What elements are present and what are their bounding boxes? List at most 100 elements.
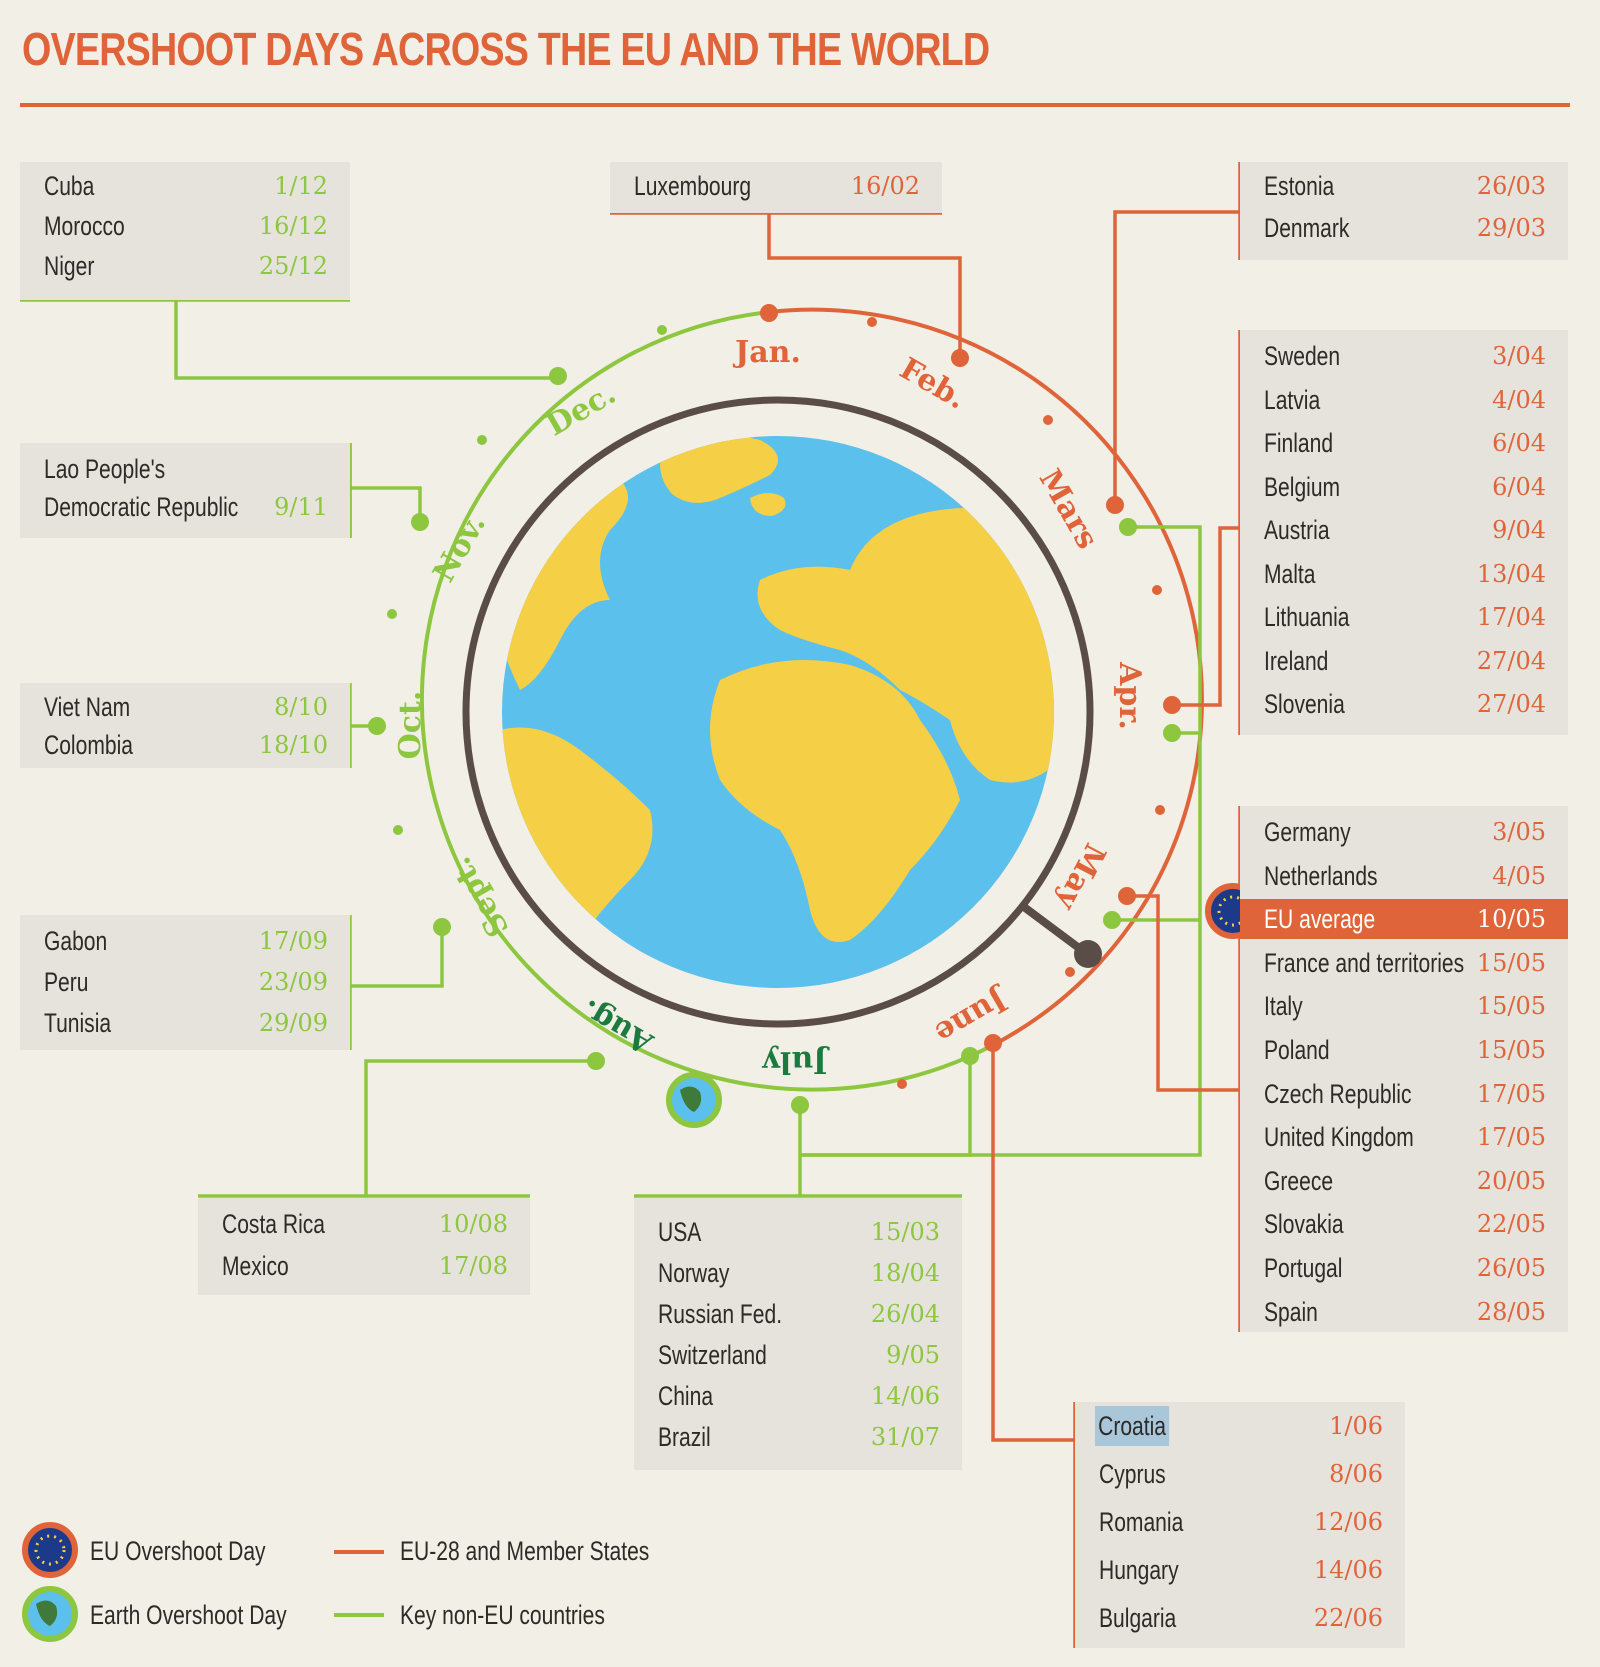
country-name: Greece xyxy=(1264,1165,1334,1196)
overshoot-date: 16/12 xyxy=(258,212,328,240)
ring-tick xyxy=(1155,805,1165,815)
magnifier-knob xyxy=(1074,940,1102,968)
ring-tick xyxy=(1152,585,1162,595)
overshoot-date: 15/05 xyxy=(1476,1036,1546,1064)
connector-eu-mar xyxy=(1113,210,1240,505)
ring-marker-feb xyxy=(951,349,969,367)
ring-marker-switzerland xyxy=(1103,911,1121,929)
group-world-key: USA 15/03 Norway 18/04 Russian Fed. 26/04 Swit… xyxy=(634,1198,962,1470)
country-row: China 14/06 xyxy=(634,1376,962,1416)
overshoot-date: 29/09 xyxy=(258,1009,328,1037)
legend-world-line-label: Key non-EU countries xyxy=(400,1600,605,1630)
overshoot-date: 3/05 xyxy=(1492,818,1546,846)
country-name: Spain xyxy=(1264,1296,1318,1327)
connector-world-key xyxy=(798,525,1202,1196)
connector-world-aug xyxy=(364,1059,596,1196)
country-row: Estonia 26/03 xyxy=(1240,166,1568,206)
ring-marker-norway xyxy=(1163,724,1181,742)
country-row: Portugal 26/05 xyxy=(1240,1248,1568,1288)
ring-tick xyxy=(867,317,877,327)
country-name: Italy xyxy=(1264,991,1303,1022)
continent-greenland xyxy=(660,436,778,503)
overshoot-date: 26/04 xyxy=(870,1300,940,1328)
country-row: Romania 12/06 xyxy=(1075,1502,1405,1542)
ring-tick xyxy=(1043,415,1053,425)
group-world-aug: Costa Rica 10/08 Mexico 17/08 xyxy=(198,1198,530,1295)
ring-marker-jan xyxy=(760,304,778,322)
ring-marker-may xyxy=(1118,887,1136,905)
country-name: Netherlands xyxy=(1264,860,1378,891)
ring-tick xyxy=(1065,967,1075,977)
country-name: Hungary xyxy=(1099,1555,1179,1585)
country-row: Finland 6/04 xyxy=(1240,423,1568,463)
connector-eu-feb xyxy=(767,213,962,358)
country-row: Spain 28/05 xyxy=(1240,1292,1568,1332)
country-name: Czech Republic xyxy=(1264,1078,1412,1109)
country-name: Niger xyxy=(44,251,95,281)
magnifier-handle xyxy=(1017,900,1090,958)
country-row: Cyprus 8/06 xyxy=(1075,1454,1405,1494)
country-row: Sweden 3/04 xyxy=(1240,336,1568,376)
country-name: France and territories xyxy=(1264,947,1465,978)
overshoot-date: 9/11 xyxy=(274,493,328,521)
earth-globe-icon-land xyxy=(680,1086,702,1112)
group-eu-mar: Estonia 26/03 Denmark 29/03 xyxy=(1240,162,1568,260)
overshoot-date: 14/06 xyxy=(1313,1556,1383,1584)
legend-earth-land xyxy=(36,1600,58,1626)
ring-marker-apr xyxy=(1163,696,1181,714)
country-name: Bulgaria xyxy=(1099,1603,1177,1633)
overshoot-date: 23/09 xyxy=(258,968,328,996)
continent-africa xyxy=(710,660,960,942)
overshoot-date: 29/03 xyxy=(1476,214,1546,242)
country-row: Hungary 14/06 xyxy=(1075,1550,1405,1590)
legend-eu-flag-icon xyxy=(22,1522,78,1578)
overshoot-date: 27/04 xyxy=(1476,690,1546,718)
overshoot-date: 28/05 xyxy=(1476,1297,1546,1326)
country-row: Denmark 29/03 xyxy=(1240,208,1568,248)
overshoot-date: 10/08 xyxy=(438,1210,508,1238)
country-name: Poland xyxy=(1264,1035,1330,1065)
connector-world-sep xyxy=(348,915,444,1050)
country-row: Morocco 16/12 xyxy=(20,206,350,246)
ring-marker-jul xyxy=(791,1096,809,1114)
country-name: Estonia xyxy=(1264,171,1335,201)
overshoot-date: 4/05 xyxy=(1492,861,1546,890)
ring-marker-oct xyxy=(368,717,386,735)
title-rule xyxy=(20,103,1570,107)
overshoot-date: 1/12 xyxy=(274,172,328,200)
ring-tick xyxy=(393,825,403,835)
overshoot-date: 1/06 xyxy=(1329,1412,1383,1440)
country-row: Slovenia 27/04 xyxy=(1240,684,1568,724)
country-name: Gabon xyxy=(44,926,108,956)
ring-marker-nov xyxy=(411,513,429,531)
overshoot-date: 8/06 xyxy=(1329,1460,1383,1488)
overshoot-date: 20/05 xyxy=(1476,1166,1546,1195)
country-row: Costa Rica 10/08 xyxy=(198,1204,530,1244)
country-row: Tunisia 29/09 xyxy=(20,1003,350,1043)
group-eu-jun: Croatia 1/06 Cyprus 8/06 Romania 12/06 Hungary… xyxy=(1075,1402,1405,1648)
country-name: Finland xyxy=(1264,428,1334,458)
overshoot-date: 18/10 xyxy=(258,731,328,759)
overshoot-date: 15/05 xyxy=(1476,948,1546,977)
country-name: Tunisia xyxy=(44,1008,112,1038)
country-name: Portugal xyxy=(1264,1253,1343,1283)
country-name: Ireland xyxy=(1264,645,1329,676)
group-eu-may: Germany 3/05 Netherlands 4/05 EU average 10/0… xyxy=(1240,806,1568,1332)
connector-world-nov xyxy=(348,443,422,538)
overshoot-date: 26/05 xyxy=(1476,1254,1546,1282)
country-row: Democratic Republic 9/11 xyxy=(20,487,350,527)
country-row: Germany 3/05 xyxy=(1240,812,1568,852)
country-row: Netherlands 4/05 xyxy=(1240,856,1568,896)
country-name: Cuba xyxy=(44,171,95,201)
country-name: Colombia xyxy=(44,730,133,760)
legend-eu-line-label: EU-28 and Member States xyxy=(400,1536,650,1566)
country-name: Lao People's xyxy=(44,454,166,484)
country-name: Brazil xyxy=(658,1422,711,1452)
country-row: Bulgaria 22/06 xyxy=(1075,1598,1405,1638)
overshoot-date: 17/08 xyxy=(438,1252,508,1280)
overshoot-date: 27/04 xyxy=(1476,646,1546,675)
country-row: Malta 13/04 xyxy=(1240,554,1568,594)
overshoot-date: 16/02 xyxy=(850,172,920,200)
country-row: United Kingdom 17/05 xyxy=(1240,1117,1568,1157)
